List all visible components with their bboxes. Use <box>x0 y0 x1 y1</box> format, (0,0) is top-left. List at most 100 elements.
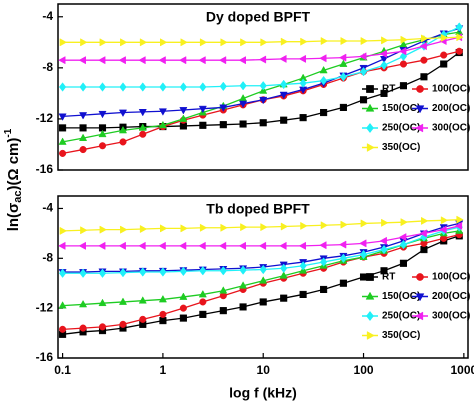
data-point <box>158 241 166 250</box>
data-point <box>379 236 387 245</box>
data-point <box>440 33 449 42</box>
data-point <box>58 82 67 92</box>
data-point <box>179 114 188 122</box>
data-point <box>118 297 128 305</box>
data-point <box>119 267 127 278</box>
legend-marker <box>415 293 425 302</box>
data-point <box>340 220 348 229</box>
data-point <box>159 267 167 277</box>
data-point <box>58 301 67 309</box>
data-point <box>138 109 147 117</box>
data-point <box>300 221 308 230</box>
data-point <box>319 54 327 63</box>
data-point <box>454 221 463 230</box>
data-point <box>455 47 463 55</box>
data-point <box>158 108 167 116</box>
data-point <box>98 268 107 278</box>
data-point <box>78 56 86 65</box>
y-label-superscript: -1 <box>3 128 14 137</box>
data-point <box>79 299 88 308</box>
data-point <box>279 54 287 63</box>
data-point <box>399 82 408 90</box>
data-point <box>219 307 227 315</box>
legend-marker <box>366 85 374 93</box>
data-point <box>420 56 428 64</box>
legend-marker <box>366 122 374 134</box>
data-point <box>259 276 268 284</box>
chart-title: Tb doped BPFT <box>206 201 310 217</box>
data-point <box>79 82 87 92</box>
legend-marker <box>365 103 375 112</box>
data-point <box>158 120 167 129</box>
data-point <box>379 49 387 58</box>
data-point <box>79 324 87 332</box>
data-point <box>120 38 128 47</box>
data-point <box>139 224 148 234</box>
data-point <box>339 253 348 264</box>
legend-marker <box>366 143 375 152</box>
legend-label: 100(OC) <box>432 84 470 95</box>
data-point <box>319 75 328 86</box>
y-label-subscript: ac <box>12 190 24 202</box>
data-point <box>279 241 287 250</box>
data-point <box>239 81 247 91</box>
data-point <box>400 218 408 227</box>
data-point <box>138 241 146 250</box>
data-point <box>179 314 187 322</box>
data-point <box>419 229 427 238</box>
data-point <box>218 56 227 65</box>
legend-label: RT <box>382 84 395 95</box>
data-point <box>239 100 248 109</box>
data-point <box>219 104 228 112</box>
data-point <box>138 296 147 304</box>
data-point <box>219 81 227 92</box>
data-point <box>399 259 408 267</box>
x-tick-label: 10 <box>257 363 271 377</box>
data-point <box>399 239 408 250</box>
data-point <box>440 60 448 68</box>
data-point <box>320 285 328 294</box>
data-point <box>420 246 428 254</box>
data-point <box>320 108 328 117</box>
data-point <box>98 82 107 92</box>
x-tick-label: 0.1 <box>54 363 71 377</box>
data-point <box>280 37 289 46</box>
legend-label: RT <box>382 272 395 283</box>
data-point <box>239 120 247 128</box>
data-point <box>299 261 307 271</box>
x-axis-label: log f (kHz) <box>229 385 297 401</box>
y-tick-label: -12 <box>36 300 54 314</box>
data-point <box>98 56 106 65</box>
data-point <box>399 51 408 62</box>
data-point <box>80 226 88 235</box>
legend-label: 200(OC) <box>432 291 470 302</box>
data-point <box>98 110 107 119</box>
data-point <box>279 91 288 100</box>
data-point <box>439 225 447 234</box>
data-point <box>138 56 146 65</box>
data-point <box>139 130 147 138</box>
data-point <box>300 37 308 46</box>
data-point <box>118 125 128 134</box>
data-point <box>298 54 307 63</box>
y-tick-label: -16 <box>36 162 54 176</box>
data-point <box>180 38 188 47</box>
data-point <box>220 38 228 47</box>
data-point <box>258 241 267 250</box>
data-point <box>280 116 288 124</box>
data-point <box>79 133 88 141</box>
data-point <box>59 149 67 157</box>
data-point <box>381 36 389 45</box>
data-point <box>219 266 227 276</box>
data-point <box>180 224 188 233</box>
y-tick-label: -12 <box>36 111 54 125</box>
data-point <box>360 219 369 228</box>
data-point <box>359 66 368 77</box>
data-point <box>58 241 66 250</box>
data-point <box>398 47 407 56</box>
data-point <box>420 73 428 81</box>
y-tick-label: -4 <box>42 9 53 23</box>
data-point <box>338 53 347 62</box>
legend-label: 200(OC) <box>432 103 470 114</box>
data-point <box>320 36 329 46</box>
